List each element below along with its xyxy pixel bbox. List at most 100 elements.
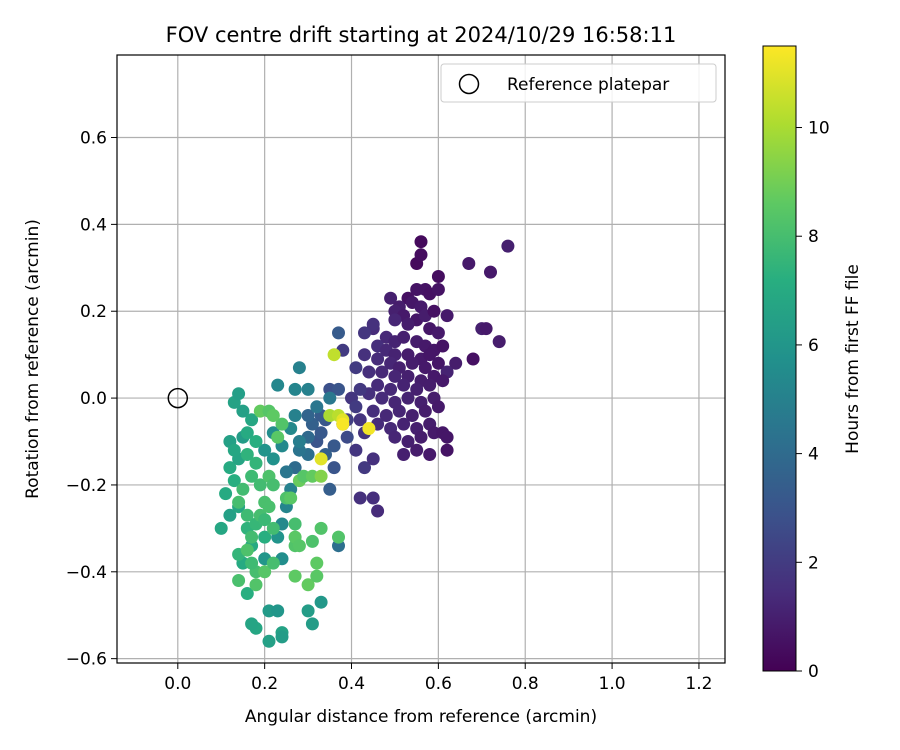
data-point: [271, 378, 285, 392]
data-points: [167, 235, 515, 648]
data-point: [418, 361, 432, 375]
chart-title: FOV centre drift starting at 2024/10/29 …: [166, 23, 677, 47]
data-point: [288, 569, 302, 583]
legend: Reference platepar: [440, 63, 717, 103]
data-point: [414, 235, 428, 249]
data-point: [288, 382, 302, 396]
data-point: [292, 539, 306, 553]
y-tick-label: 0.4: [80, 215, 107, 235]
data-point: [423, 378, 437, 392]
x-tick-label: 1.2: [685, 674, 712, 694]
y-tick-label: −0.4: [66, 563, 107, 583]
colorbar-tick-label: 6: [808, 336, 819, 356]
data-point: [249, 435, 263, 448]
data-point: [314, 595, 328, 609]
data-point: [397, 330, 411, 344]
data-point: [245, 413, 259, 427]
data-point: [240, 587, 254, 600]
data-point: [414, 248, 428, 262]
data-point: [431, 326, 445, 340]
plot-frame: [116, 54, 726, 664]
data-point: [436, 374, 450, 388]
data-point: [301, 409, 315, 422]
data-point: [401, 391, 415, 405]
colorbar-ticks: 0 2 4 6 8 10: [796, 119, 830, 682]
data-point: [392, 404, 406, 418]
data-point: [271, 604, 285, 618]
data-point: [266, 556, 280, 570]
data-point: [405, 356, 419, 370]
data-point: [358, 326, 371, 340]
data-point: [245, 617, 259, 631]
y-tick-label: 0.6: [80, 129, 107, 149]
data-point: [258, 565, 272, 579]
data-point: [232, 387, 246, 401]
data-point: [262, 634, 276, 648]
colorbar-tick-label: 8: [808, 227, 819, 247]
data-point: [236, 482, 250, 496]
data-point: [501, 239, 515, 253]
data-point: [375, 365, 389, 379]
data-point: [232, 574, 246, 587]
x-tick-label: 0.4: [338, 674, 365, 694]
y-tick-label: 0.0: [80, 389, 107, 409]
data-point: [431, 283, 445, 296]
data-point: [223, 461, 237, 475]
data-point: [314, 426, 328, 440]
data-point: [292, 435, 306, 448]
data-point: [358, 461, 371, 475]
data-point: [214, 521, 228, 535]
data-point: [275, 417, 289, 431]
data-point: [310, 569, 324, 583]
y-axis-label: Rotation from reference (arcmin): [23, 219, 43, 499]
data-point: [349, 400, 363, 414]
data-point: [401, 317, 415, 331]
data-point: [384, 291, 398, 305]
colorbar-tick-label: 10: [808, 119, 830, 139]
legend-label-reference: Reference platepar: [507, 75, 669, 95]
x-tick-label: 0.2: [251, 674, 278, 694]
data-point: [301, 604, 315, 618]
data-point: [301, 382, 315, 396]
data-point: [353, 413, 367, 427]
y-tick-label: −0.2: [66, 476, 107, 496]
y-tick-label: −0.6: [66, 650, 107, 670]
data-point: [410, 382, 424, 396]
data-point: [366, 452, 380, 466]
data-point: [492, 335, 506, 349]
data-point: [414, 430, 428, 444]
colorbar-gradient: [762, 45, 797, 672]
data-point: [240, 426, 254, 440]
data-point: [440, 309, 454, 323]
data-point: [292, 361, 306, 375]
data-point: [431, 270, 445, 283]
data-point: [279, 465, 293, 479]
data-point: [227, 474, 241, 488]
colorbar-tick-label: 4: [808, 445, 819, 465]
data-point: [362, 365, 376, 379]
data-point: [253, 478, 267, 492]
data-point: [423, 348, 437, 362]
data-point: [266, 452, 280, 466]
data-point: [405, 409, 419, 422]
data-point: [366, 404, 380, 418]
data-point: [236, 404, 250, 418]
data-point: [371, 352, 385, 366]
data-point: [431, 356, 445, 370]
data-point: [349, 361, 363, 375]
data-point: [310, 556, 324, 570]
data-point: [232, 495, 246, 509]
y-tick-label: 0.2: [80, 302, 107, 322]
data-point: [258, 513, 272, 527]
data-point: [332, 382, 345, 396]
data-point: [245, 530, 259, 544]
data-point: [258, 443, 272, 457]
data-point: [427, 304, 441, 318]
data-point: [301, 578, 315, 592]
data-point: [375, 391, 389, 405]
x-tick-label: 0.0: [164, 674, 191, 694]
legend-box: [440, 63, 717, 103]
reference-platepar-marker: [167, 387, 189, 409]
data-point: [284, 491, 298, 505]
